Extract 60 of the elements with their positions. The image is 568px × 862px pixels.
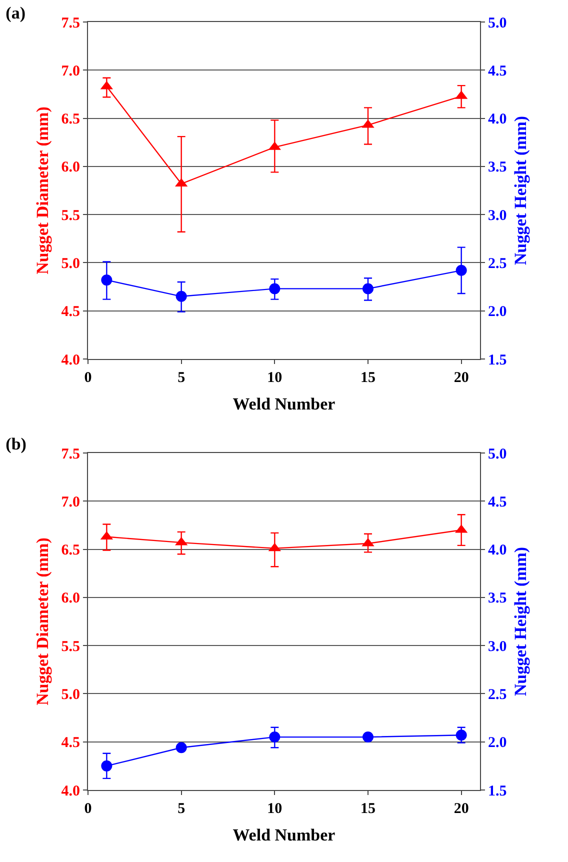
y-tick-label: 6.5 — [61, 542, 80, 559]
y-tick-label: 7.5 — [61, 15, 80, 32]
y2-tick-label: 4.0 — [488, 542, 507, 559]
y-axis-title: Nugget Diameter (mm) — [32, 106, 52, 274]
x-axis-title: Weld Number — [232, 825, 336, 844]
y-tick-label: 4.5 — [61, 304, 80, 320]
x-tick-label: 0 — [84, 801, 92, 817]
y2-tick-label: 5.0 — [488, 446, 507, 462]
y-tick-label: 6.0 — [61, 160, 80, 176]
y-tick-label: 7.0 — [61, 63, 80, 80]
x-tick-label: 20 — [454, 801, 469, 817]
y2-tick-label: 2.5 — [488, 256, 507, 272]
x-tick-label: 0 — [84, 370, 92, 386]
y-tick-label: 7.5 — [61, 446, 80, 462]
point — [269, 283, 280, 294]
y2-axis-title: Nugget Height (mm) — [511, 116, 530, 266]
y-tick-label: 6.0 — [61, 590, 80, 607]
y-tick-label: 4.0 — [61, 783, 80, 800]
y2-tick-label: 4.5 — [488, 494, 507, 510]
x-tick-label: 15 — [360, 370, 376, 386]
x-tick-label: 10 — [267, 370, 282, 386]
y-tick-label: 5.0 — [61, 686, 80, 703]
y2-tick-label: 3.5 — [488, 590, 507, 607]
point — [101, 274, 112, 286]
chart-title: (b) — [6, 434, 26, 454]
y-axis-title: Nugget Diameter (mm) — [32, 538, 52, 706]
point — [176, 290, 187, 302]
x-tick-label: 10 — [267, 801, 282, 817]
x-tick-label: 15 — [360, 801, 376, 817]
point — [362, 732, 374, 743]
y-tick-label: 4.0 — [61, 352, 80, 368]
y2-tick-label: 5.0 — [488, 15, 507, 32]
chart-title: (a) — [6, 3, 26, 22]
point — [362, 283, 374, 294]
y-tick-label: 7.0 — [61, 494, 80, 510]
y2-axis-title: Nugget Height (mm) — [511, 546, 530, 696]
y2-tick-label: 3.0 — [488, 638, 507, 655]
point — [456, 730, 467, 741]
y2-tick-label: 3.5 — [488, 160, 507, 176]
y2-tick-label: 2.5 — [488, 686, 507, 703]
y2-tick-label: 1.5 — [488, 783, 507, 800]
y2-tick-label: 3.0 — [488, 208, 507, 224]
y2-tick-label: 2.0 — [488, 735, 507, 752]
point — [456, 264, 467, 276]
y2-tick-label: 4.5 — [488, 63, 507, 80]
y-tick-label: 4.5 — [61, 735, 80, 752]
y-tick-label: 6.5 — [61, 112, 80, 128]
x-tick-label: 5 — [178, 370, 186, 386]
x-tick-label: 20 — [454, 370, 469, 386]
y-tick-label: 5.5 — [61, 638, 80, 655]
y2-tick-label: 1.5 — [488, 352, 507, 368]
point — [176, 742, 187, 754]
point — [101, 760, 112, 772]
point — [269, 732, 280, 743]
y-tick-label: 5.5 — [61, 208, 80, 224]
y2-tick-label: 4.0 — [488, 112, 507, 128]
x-tick-label: 5 — [178, 801, 186, 817]
y2-tick-label: 2.0 — [488, 304, 507, 320]
x-axis-title: Weld Number — [232, 394, 336, 414]
y-tick-label: 5.0 — [61, 256, 80, 272]
